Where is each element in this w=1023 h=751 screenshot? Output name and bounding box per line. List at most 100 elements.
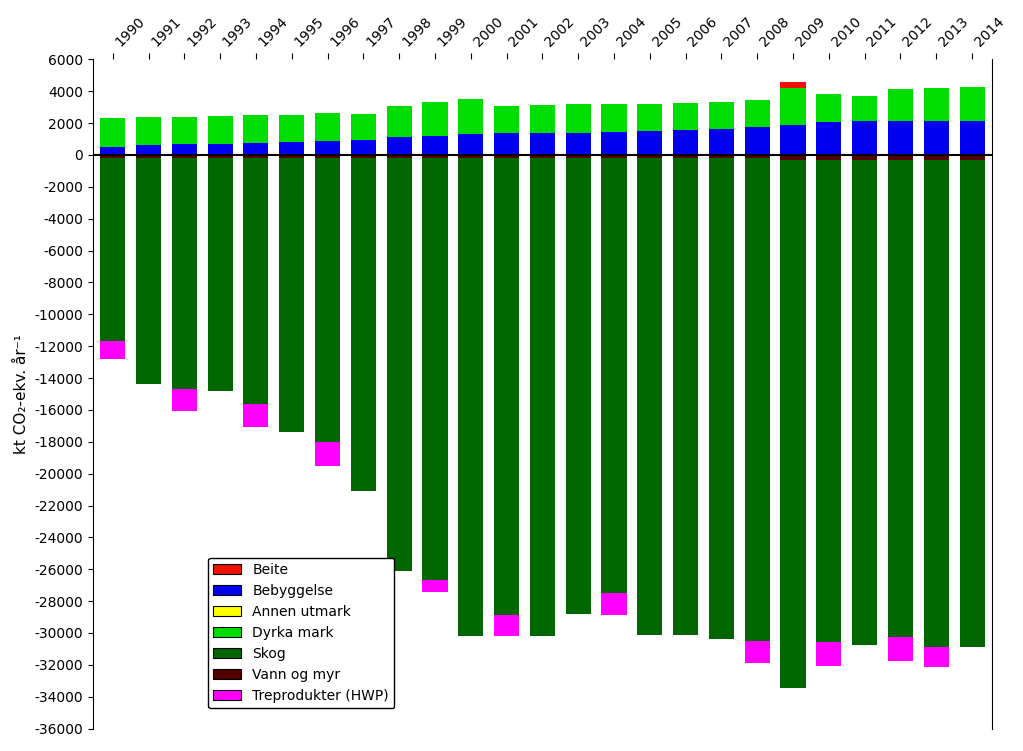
Bar [888,89,913,121]
Bar [243,403,268,427]
Bar [888,161,913,637]
Bar [960,87,984,121]
Bar [816,122,841,155]
Bar [458,158,483,636]
Bar [960,155,984,161]
Bar [530,133,554,155]
Bar [494,134,519,155]
Bar [387,106,411,137]
Bar [172,155,196,158]
Bar [745,158,769,641]
Bar [136,117,161,144]
Bar [781,155,805,161]
Bar [960,161,984,647]
Bar [709,101,733,128]
Bar [673,130,698,155]
Bar [709,158,733,639]
Bar [637,131,662,155]
Bar [243,115,268,143]
Bar [351,158,375,491]
Bar [422,155,447,158]
Bar [566,158,590,614]
Bar [136,144,161,155]
Bar [673,103,698,130]
Bar [602,104,626,132]
Bar [208,158,232,391]
Bar [852,161,877,645]
Bar [243,155,268,158]
Bar [458,155,483,158]
Bar [924,122,948,155]
Bar [745,641,769,663]
Bar [745,100,769,127]
Bar [100,342,125,359]
Bar [387,137,411,155]
Bar [852,96,877,122]
Bar [602,593,626,616]
Bar [709,128,733,155]
Bar [351,155,375,158]
Bar [602,158,626,593]
Bar [816,155,841,161]
Bar [781,125,805,155]
Bar [566,104,590,133]
Bar [816,642,841,665]
Bar [781,161,805,688]
Bar [924,647,948,667]
Bar [781,88,805,125]
Bar [745,127,769,155]
Bar [781,83,805,88]
Bar [422,136,447,155]
Bar [208,143,232,155]
Bar [530,155,554,158]
Bar [315,158,340,442]
Bar [566,133,590,155]
Bar [530,104,554,133]
Bar [888,121,913,155]
Bar [208,155,232,158]
Bar [458,99,483,134]
Bar [816,94,841,122]
Bar [315,140,340,155]
Bar [637,158,662,635]
Bar [243,158,268,403]
Bar [351,114,375,140]
Bar [315,113,340,140]
Bar [100,158,125,342]
Bar [422,158,447,581]
Bar [172,143,196,155]
Bar [852,122,877,155]
Bar [888,637,913,661]
Bar [315,155,340,158]
Bar [172,389,196,412]
Bar [208,116,232,143]
Bar [888,155,913,161]
Bar [279,158,304,433]
Bar [172,158,196,389]
Bar [530,158,554,636]
Bar [637,104,662,131]
Bar [136,155,161,158]
Bar [279,142,304,155]
Bar [494,155,519,158]
Bar [100,147,125,155]
Bar [566,155,590,158]
Bar [673,158,698,635]
Bar [816,161,841,642]
Bar [637,155,662,158]
Y-axis label: kt CO₂-ekv. år⁻¹: kt CO₂-ekv. år⁻¹ [14,334,29,454]
Bar [243,143,268,155]
Bar [422,102,447,136]
Bar [924,161,948,647]
Bar [279,115,304,142]
Bar [100,118,125,147]
Bar [136,158,161,385]
Bar [279,155,304,158]
Bar [924,155,948,161]
Bar [924,88,948,122]
Legend: Beite, Bebyggelse, Annen utmark, Dyrka mark, Skog, Vann og myr, Treprodukter (HW: Beite, Bebyggelse, Annen utmark, Dyrka m… [208,557,395,708]
Bar [387,158,411,571]
Bar [494,158,519,616]
Bar [458,134,483,155]
Bar [852,155,877,161]
